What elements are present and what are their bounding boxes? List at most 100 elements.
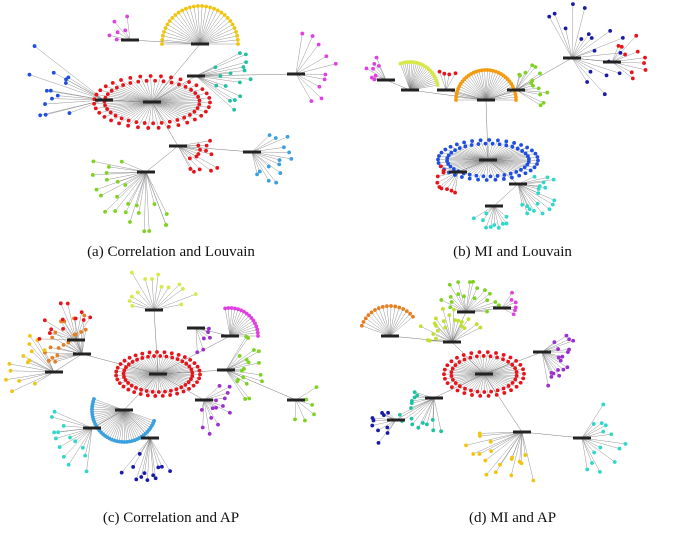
node xyxy=(623,441,628,446)
node xyxy=(135,357,139,362)
edge xyxy=(571,7,585,59)
node xyxy=(448,294,453,299)
edge xyxy=(463,142,489,161)
node xyxy=(167,19,172,23)
node xyxy=(437,185,442,189)
edge xyxy=(521,431,526,456)
node xyxy=(424,422,429,427)
edge xyxy=(151,88,203,103)
edge xyxy=(515,72,526,91)
node xyxy=(314,385,319,390)
edge xyxy=(374,309,391,337)
edge xyxy=(372,68,387,81)
edge xyxy=(418,397,435,428)
edge xyxy=(157,359,191,375)
node xyxy=(229,306,234,310)
node xyxy=(536,191,541,196)
node xyxy=(608,29,613,33)
panel-c-edges xyxy=(5,272,317,481)
node xyxy=(113,113,118,118)
node xyxy=(143,277,148,281)
node xyxy=(196,4,200,8)
node xyxy=(82,313,87,318)
edge xyxy=(409,80,437,91)
node xyxy=(37,336,42,341)
edge xyxy=(515,89,541,106)
node xyxy=(27,72,32,77)
edge xyxy=(195,54,246,77)
edge xyxy=(123,409,155,422)
node xyxy=(412,390,417,395)
node xyxy=(451,377,455,382)
edge xyxy=(371,312,391,337)
edge xyxy=(484,70,487,101)
node xyxy=(540,211,545,216)
edge xyxy=(476,356,485,375)
edge xyxy=(409,78,436,91)
edge xyxy=(225,369,238,382)
edge xyxy=(169,20,201,45)
node xyxy=(485,350,490,354)
edge xyxy=(487,159,491,177)
edge xyxy=(377,419,397,431)
node xyxy=(449,385,454,389)
node xyxy=(168,469,172,474)
node xyxy=(599,421,604,426)
node xyxy=(486,393,491,398)
node xyxy=(49,327,54,332)
edge xyxy=(195,327,204,350)
edge xyxy=(199,17,228,45)
node xyxy=(197,368,202,373)
node xyxy=(467,172,472,177)
edge xyxy=(409,64,422,91)
node xyxy=(617,71,622,76)
node xyxy=(412,395,417,400)
node xyxy=(221,404,225,408)
node xyxy=(124,365,128,370)
node xyxy=(153,78,158,83)
node xyxy=(201,336,206,341)
edge xyxy=(112,82,153,103)
edge xyxy=(486,159,489,181)
edge xyxy=(483,373,505,394)
node xyxy=(159,284,164,289)
edge xyxy=(225,349,255,371)
node xyxy=(510,290,514,295)
node xyxy=(79,330,84,334)
node xyxy=(170,15,175,20)
node xyxy=(252,348,256,352)
edge xyxy=(511,431,523,458)
node xyxy=(159,74,163,79)
edge xyxy=(483,159,489,177)
node xyxy=(232,306,237,311)
hub-node xyxy=(443,340,461,344)
edge xyxy=(451,373,485,388)
node xyxy=(188,167,193,171)
edge xyxy=(487,146,513,161)
node xyxy=(533,151,538,156)
node xyxy=(469,388,473,393)
hub-node xyxy=(221,334,239,338)
node xyxy=(538,71,542,76)
edge xyxy=(571,37,623,59)
node xyxy=(377,63,381,68)
node xyxy=(194,154,199,159)
hub-node xyxy=(437,88,455,92)
edge xyxy=(116,87,153,103)
edge xyxy=(571,37,592,59)
edge xyxy=(487,159,517,173)
node xyxy=(474,173,479,178)
hub-node xyxy=(243,150,261,154)
node xyxy=(523,453,528,457)
node xyxy=(209,168,213,173)
node xyxy=(166,124,171,129)
node xyxy=(121,384,126,389)
edge xyxy=(515,75,521,91)
node xyxy=(200,4,204,8)
edge xyxy=(459,373,485,387)
edge xyxy=(229,313,247,337)
node xyxy=(214,83,219,88)
node xyxy=(453,148,457,153)
edge xyxy=(44,320,77,341)
edge xyxy=(389,306,392,337)
